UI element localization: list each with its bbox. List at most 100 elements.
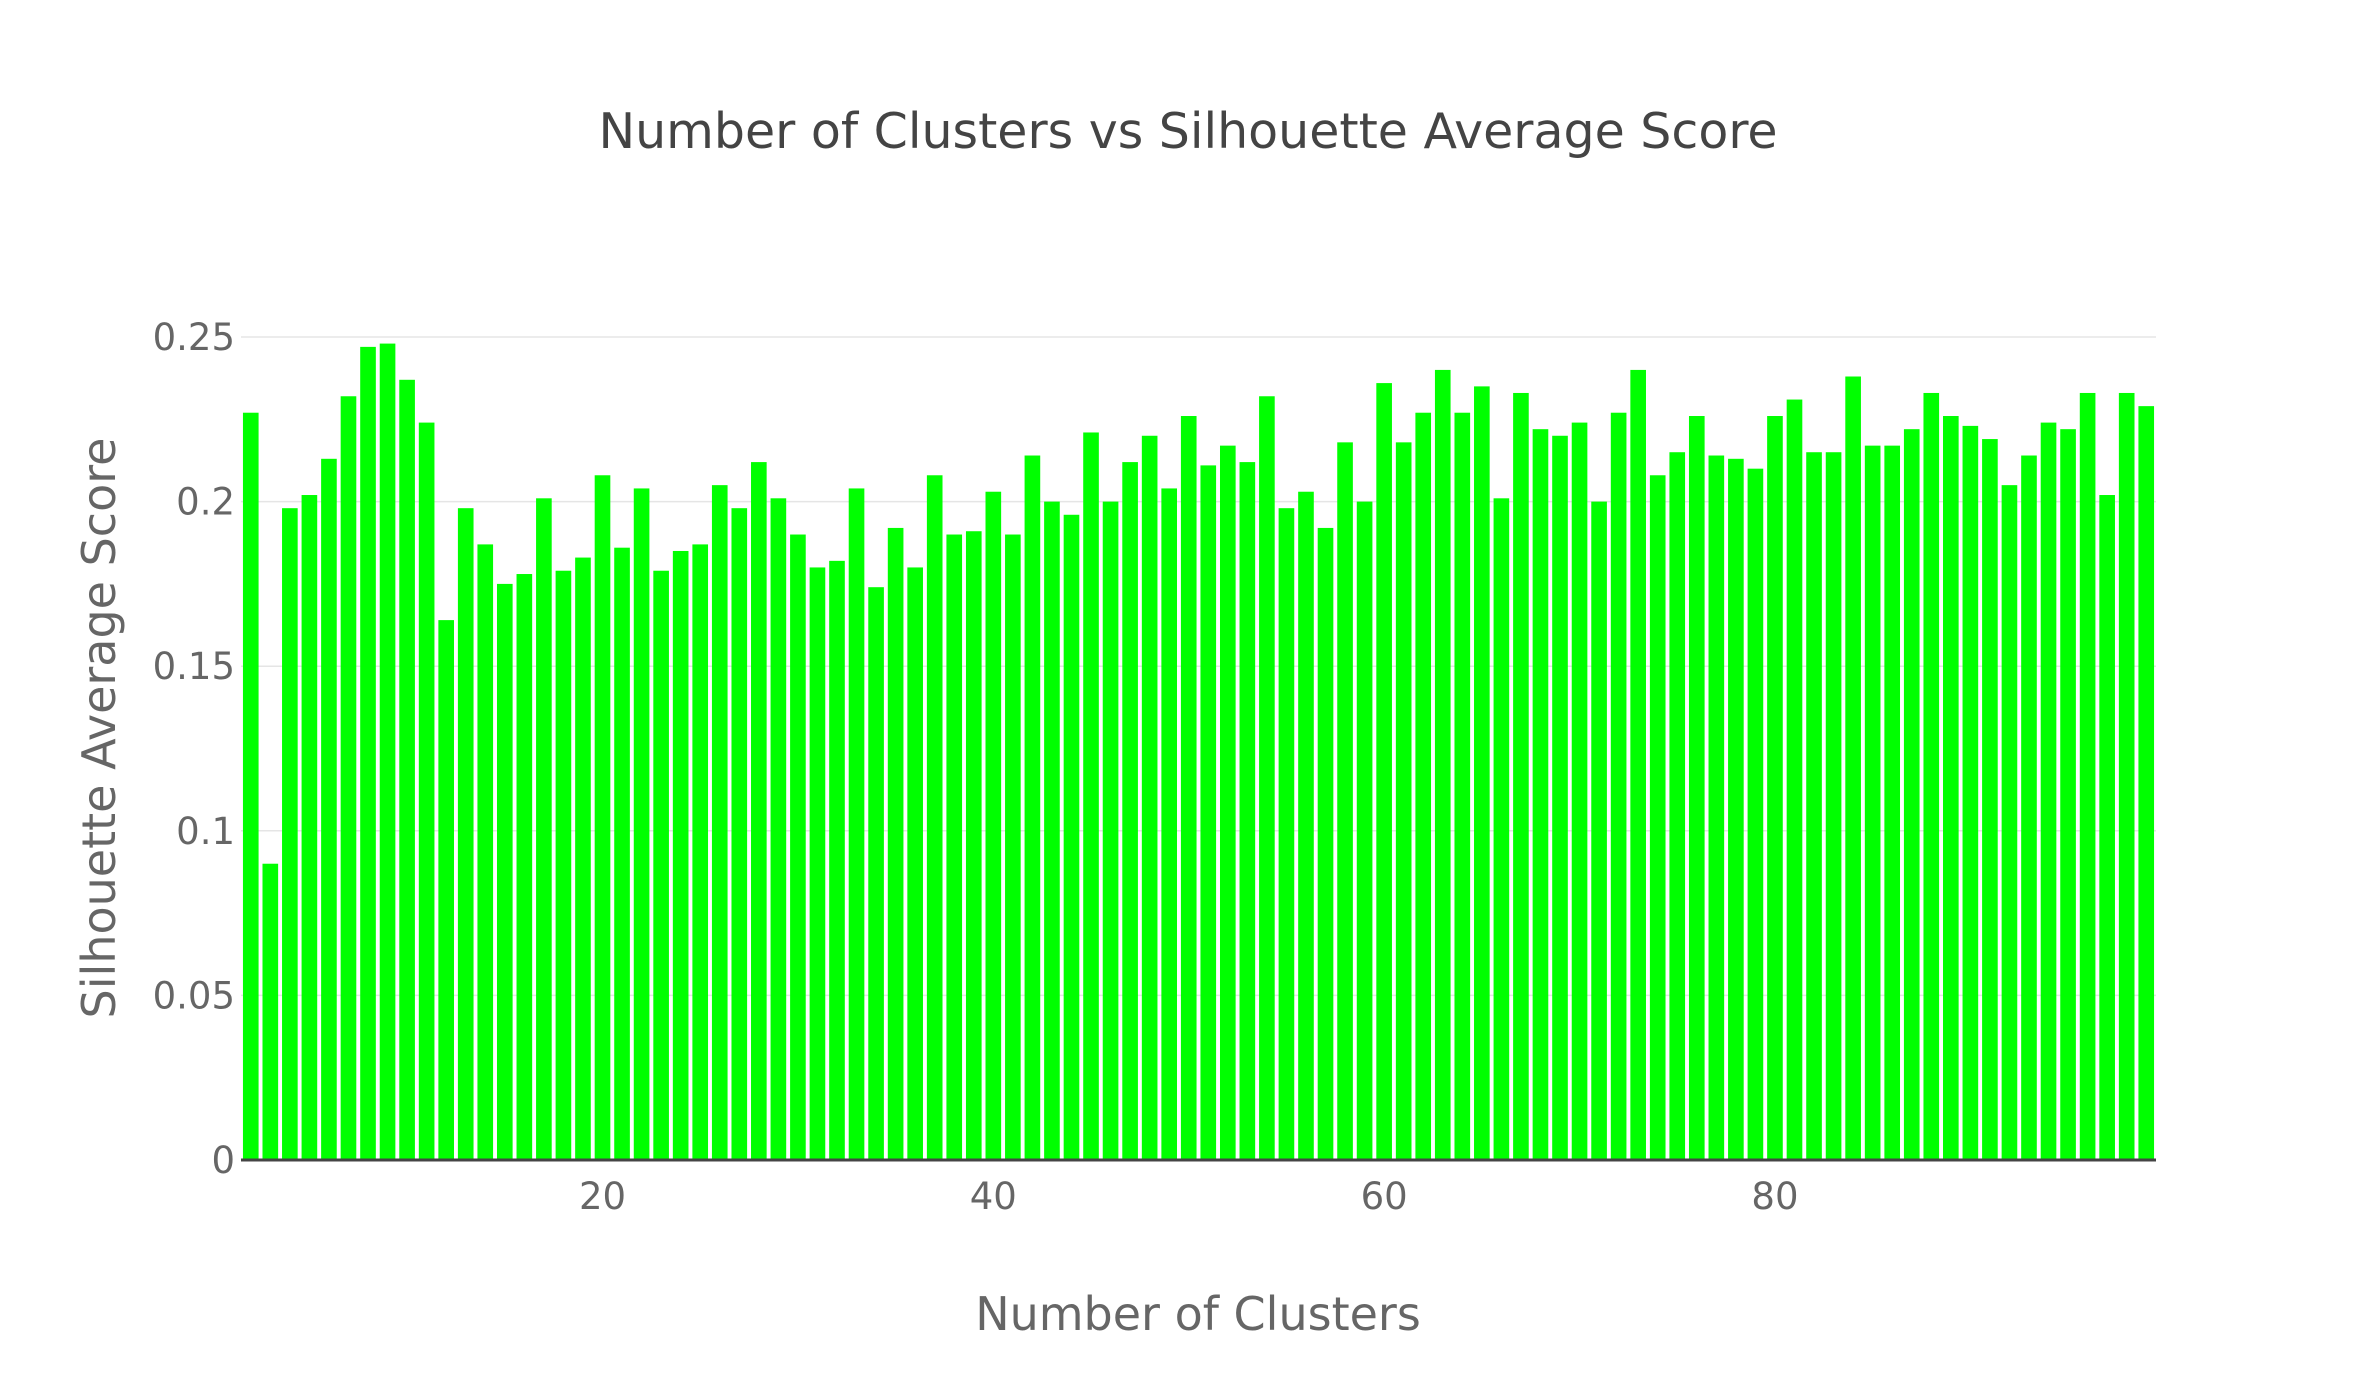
bar-82 [1806,452,1822,1161]
bar-5 [301,495,318,1160]
y-tick-labels: 0 0.05 0.1 0.15 0.2 0.25 [153,316,235,1182]
bar-35 [887,527,904,1160]
y-tick-label: 0.25 [153,316,235,359]
bar-58 [1337,442,1353,1160]
bar-68 [1532,429,1549,1160]
bar-6 [321,458,337,1161]
y-tick-label: 0.1 [176,810,235,853]
x-tick-label: 20 [579,1175,626,1218]
bar-52 [1219,445,1236,1160]
bar-38 [946,534,963,1160]
bar-15 [496,583,513,1160]
y-tick-label: 0.05 [153,974,235,1017]
bar-51 [1200,465,1217,1160]
bar-37 [926,475,943,1160]
bar-46 [1102,501,1119,1161]
bar-96 [2079,392,2096,1160]
bar-16 [516,574,533,1160]
chart-title: Number of Clusters vs Silhouette Average… [598,103,1777,160]
bar-81 [1786,399,1803,1161]
bar-73 [1630,369,1646,1160]
bar-14 [477,544,494,1160]
x-tick-label: 80 [1751,1175,1798,1218]
bar-44 [1063,514,1080,1160]
bar-90 [1962,425,1979,1160]
bar-41 [1005,534,1021,1160]
y-tick-label: 0.2 [176,481,235,524]
bar-50 [1180,416,1197,1160]
bar-64 [1454,412,1471,1160]
bar-57 [1317,527,1334,1160]
bar-4 [282,508,298,1161]
y-tick-label: 0.15 [153,645,235,688]
bar-59 [1356,501,1373,1161]
bar-60 [1376,383,1392,1160]
bar-70 [1571,422,1588,1160]
x-tick-label: 60 [1361,1175,1408,1218]
bar-9 [379,343,396,1161]
bar-54 [1259,396,1275,1161]
bar-36 [907,567,923,1160]
bar-69 [1552,435,1568,1160]
bar-7 [340,396,357,1161]
bar-88 [1923,392,1940,1160]
bar-93 [2021,455,2037,1161]
bar-83 [1825,452,1842,1161]
bar-42 [1024,455,1041,1161]
bar-8 [360,346,376,1161]
bar-55 [1278,508,1295,1161]
x-tick-labels: 20 40 60 80 [579,1175,1799,1218]
bar-89 [1943,416,1959,1160]
bar-31 [809,567,826,1160]
bar-78 [1728,458,1744,1161]
bar-77 [1708,455,1725,1161]
bar-91 [1982,439,1998,1160]
bar-71 [1591,501,1607,1161]
bar-29 [770,498,787,1161]
bar-80 [1767,416,1783,1160]
bar-30 [790,534,806,1160]
bar-13 [457,508,474,1161]
x-axis-title: Number of Clusters [975,1287,1421,1341]
x-tick-label: 40 [970,1175,1017,1218]
bar-19 [575,557,591,1160]
bar-87 [1903,429,1920,1160]
bar-17 [536,498,552,1161]
bar-21 [614,547,630,1160]
bar-62 [1415,412,1432,1160]
bar-12 [438,620,454,1160]
bar-3 [262,863,279,1160]
bar-45 [1083,432,1099,1160]
bar-86 [1884,445,1901,1160]
bar-25 [692,544,709,1160]
bar-97 [2099,495,2115,1160]
bar-27 [731,508,748,1161]
bar-53 [1239,462,1256,1160]
bars [242,343,2155,1161]
y-axis-title: Silhouette Average Score [72,438,126,1019]
bar-67 [1513,392,1529,1160]
bar-84 [1845,376,1861,1160]
bar-26 [711,485,728,1160]
bar-76 [1688,416,1705,1160]
bar-56 [1298,491,1314,1160]
bar-40 [985,491,1002,1160]
bar-74 [1649,475,1666,1160]
bar-79 [1747,468,1764,1160]
bar-85 [1864,445,1881,1160]
bar-95 [2060,429,2076,1160]
bar-61 [1395,442,1412,1160]
bar-24 [672,550,689,1160]
bar-92 [2001,485,2018,1160]
bar-99 [2138,406,2155,1161]
bar-65 [1474,386,1490,1160]
bar-72 [1610,412,1627,1160]
bar-43 [1044,501,1060,1161]
bar-94 [2040,422,2057,1160]
bar-22 [633,488,650,1160]
bar-47 [1122,462,1138,1160]
bar-63 [1434,369,1451,1160]
bar-48 [1141,435,1158,1160]
bar-23 [653,570,669,1160]
bar-28 [751,462,767,1160]
